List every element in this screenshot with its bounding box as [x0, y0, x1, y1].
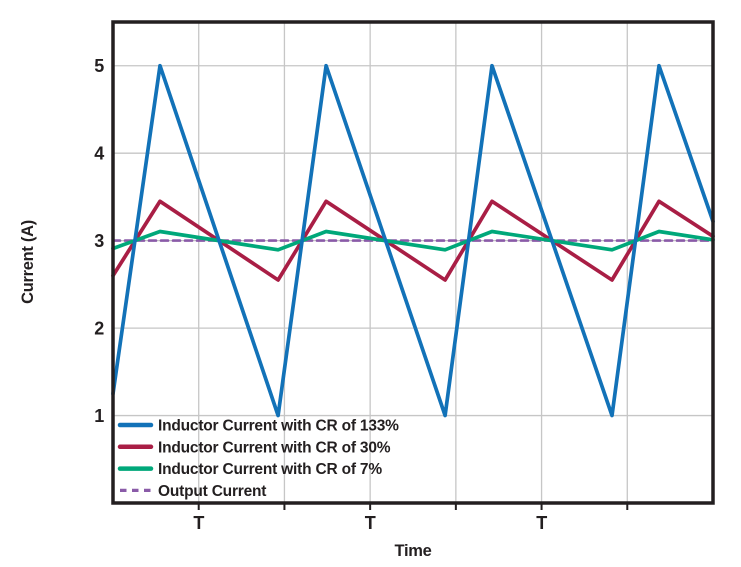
series-layer	[111, 63, 715, 418]
tick-layer: 1 2 3 4 5 T T T	[94, 56, 629, 533]
x-tick-label: T	[193, 513, 204, 533]
y-tick-label: 5	[94, 56, 104, 76]
legend-label-1: Inductor Current with CR of 30%	[158, 439, 391, 456]
series-line-2	[111, 229, 715, 252]
legend-label-2: Inductor Current with CR of 7%	[158, 461, 382, 478]
y-tick-label: 2	[94, 319, 104, 339]
legend: Inductor Current with CR of 133% Inductor…	[117, 418, 399, 500]
x-tick-label: T	[536, 513, 547, 533]
plot-border	[111, 20, 715, 505]
y-tick-label: 3	[94, 231, 104, 251]
y-tick-label: 1	[94, 406, 104, 426]
y-axis-title: Current (A)	[19, 220, 37, 304]
legend-label-0: Inductor Current with CR of 133%	[158, 418, 399, 435]
legend-label-3: Output Current	[158, 483, 266, 500]
x-tick-label: T	[365, 513, 376, 533]
y-tick-label: 4	[94, 144, 104, 164]
x-axis-title: Time	[394, 542, 431, 560]
series-line-1	[111, 199, 715, 282]
series-line-0	[111, 63, 715, 418]
